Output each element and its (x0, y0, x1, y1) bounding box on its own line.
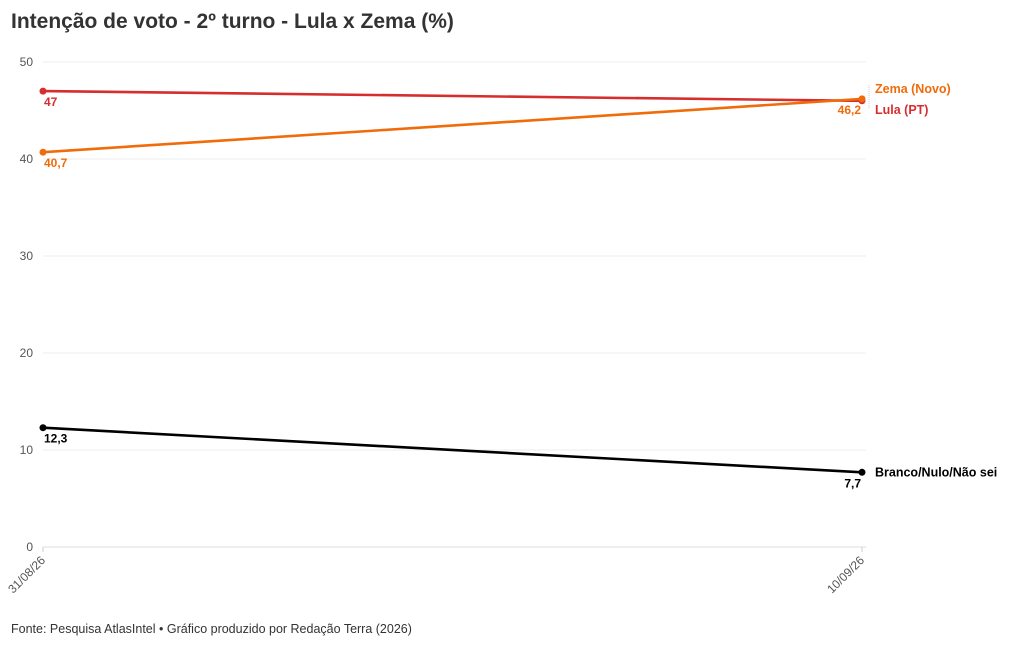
y-axis-ticks: 0 10 20 30 40 50 (20, 55, 34, 554)
gridlines (43, 61, 866, 548)
data-label: 40,7 (44, 156, 68, 170)
y-tick-label: 40 (20, 152, 34, 166)
series-lines (39, 87, 866, 476)
data-label: 47 (44, 95, 58, 109)
series-labels: Lula (PT) Zema (Novo) Branco/Nulo/Não sei (868, 82, 997, 479)
series-name-label: Lula (PT) (875, 103, 928, 117)
data-point (39, 424, 47, 432)
x-axis-ticks: 31/08/26 10/09/26 (5, 547, 867, 596)
series-line (42, 89, 863, 103)
data-point (39, 148, 47, 156)
y-tick-label: 50 (20, 55, 34, 69)
data-label: 12,3 (44, 432, 68, 446)
series-line (42, 97, 863, 154)
data-point (858, 468, 866, 476)
data-label: 46,2 (838, 103, 862, 117)
y-tick-label: 10 (20, 443, 34, 457)
series-line (42, 426, 863, 474)
x-tick-label: 10/09/26 (824, 553, 867, 596)
source-footer: Fonte: Pesquisa AtlasIntel • Gráfico pro… (11, 622, 412, 636)
data-point (858, 95, 866, 103)
y-tick-label: 0 (26, 540, 33, 554)
data-label: 7,7 (844, 476, 861, 490)
y-tick-label: 20 (20, 346, 34, 360)
chart-title: Intenção de voto - 2º turno - Lula x Zem… (11, 10, 454, 33)
series-name-label: Branco/Nulo/Não sei (875, 465, 997, 479)
y-tick-label: 30 (20, 249, 34, 263)
data-labels: 47 40,7 46,2 12,3 7,7 (44, 95, 861, 490)
series-name-label: Zema (Novo) (875, 82, 951, 96)
data-point (39, 87, 47, 95)
x-tick-label: 31/08/26 (5, 553, 48, 596)
